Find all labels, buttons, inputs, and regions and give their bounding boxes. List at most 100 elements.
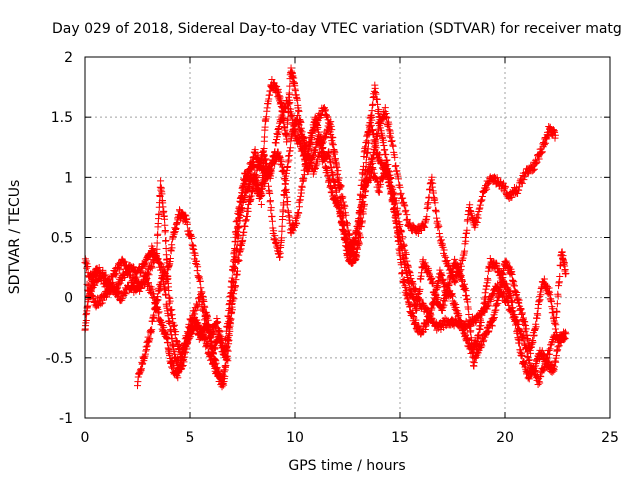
data-point — [136, 287, 144, 295]
data-point — [89, 293, 97, 301]
data-point — [212, 363, 220, 371]
data-point — [518, 351, 526, 359]
data-point — [261, 133, 269, 141]
data-point — [300, 175, 308, 183]
data-point — [395, 237, 403, 245]
y-tick-label: 0 — [64, 291, 73, 307]
data-point — [355, 240, 363, 248]
data-point — [153, 239, 161, 247]
data-point — [267, 167, 275, 175]
data-point — [515, 183, 523, 191]
data-point — [525, 375, 533, 383]
data-point — [186, 331, 194, 339]
data-point — [518, 309, 526, 317]
series-satellite-track-a — [81, 64, 568, 391]
data-point — [287, 105, 295, 113]
data-point — [310, 165, 318, 173]
data-point — [480, 336, 488, 344]
data-point — [387, 190, 395, 198]
data-point — [174, 354, 182, 362]
data-point — [327, 118, 335, 126]
chart-title: Day 029 of 2018, Sidereal Day-to-day VTE… — [52, 21, 622, 37]
data-point — [534, 381, 542, 389]
data-point — [336, 185, 344, 193]
data-point — [409, 309, 417, 317]
data-point — [234, 267, 242, 275]
data-point — [279, 208, 287, 216]
data-point — [280, 168, 288, 176]
data-point — [385, 126, 393, 134]
data-point — [368, 116, 376, 124]
data-point — [374, 129, 382, 137]
data-point — [264, 163, 272, 171]
data-point — [161, 268, 169, 276]
data-point — [502, 280, 510, 288]
data-point — [290, 122, 298, 130]
data-point — [431, 199, 439, 207]
data-point — [327, 122, 335, 130]
data-point — [411, 284, 419, 292]
data-point — [158, 190, 166, 198]
data-point — [515, 296, 523, 304]
data-point — [476, 201, 484, 209]
data-point — [485, 327, 493, 335]
data-point — [193, 302, 201, 310]
data-point — [391, 153, 399, 161]
data-point — [219, 372, 227, 380]
data-point — [388, 137, 396, 145]
data-point — [427, 311, 435, 319]
data-point — [204, 342, 212, 350]
data-point — [485, 178, 493, 186]
data-point — [435, 222, 443, 230]
data-point — [551, 131, 559, 139]
data-point — [396, 183, 404, 191]
data-point — [286, 213, 294, 221]
data-point — [326, 119, 334, 127]
data-point — [399, 194, 407, 202]
data-point — [402, 206, 410, 214]
data-point — [256, 164, 264, 172]
data-point — [121, 289, 129, 297]
data-point — [440, 301, 448, 309]
data-point — [406, 302, 414, 310]
y-tick-label: -1 — [59, 411, 73, 427]
data-point — [145, 271, 153, 279]
data-point — [403, 211, 411, 219]
data-point — [461, 247, 469, 255]
data-point — [536, 296, 544, 304]
data-point — [474, 214, 482, 222]
data-point — [82, 257, 90, 265]
data-point — [150, 290, 158, 298]
data-point — [188, 235, 196, 243]
data-point — [154, 296, 162, 304]
data-point — [116, 266, 124, 274]
data-point — [362, 139, 370, 147]
data-point — [546, 350, 554, 358]
data-point — [499, 273, 507, 281]
data-point — [562, 270, 570, 278]
data-point — [546, 345, 554, 353]
data-point — [337, 210, 345, 218]
data-point — [393, 224, 401, 232]
data-point — [477, 318, 485, 326]
data-layer — [81, 64, 570, 391]
data-point — [326, 121, 334, 129]
data-point — [324, 113, 332, 121]
data-point — [196, 277, 204, 285]
data-point — [521, 318, 529, 326]
data-point — [496, 290, 504, 298]
x-tick-label: 10 — [286, 430, 304, 446]
data-point — [484, 276, 492, 284]
data-point — [505, 301, 513, 309]
data-point — [228, 274, 236, 282]
data-point — [518, 179, 526, 187]
data-point — [393, 167, 401, 175]
data-point — [477, 197, 485, 205]
data-point — [401, 282, 409, 290]
data-point — [293, 115, 301, 123]
data-point — [155, 210, 163, 218]
data-point — [548, 339, 556, 347]
data-point — [261, 123, 269, 131]
data-point — [305, 147, 313, 155]
data-point — [358, 176, 366, 184]
